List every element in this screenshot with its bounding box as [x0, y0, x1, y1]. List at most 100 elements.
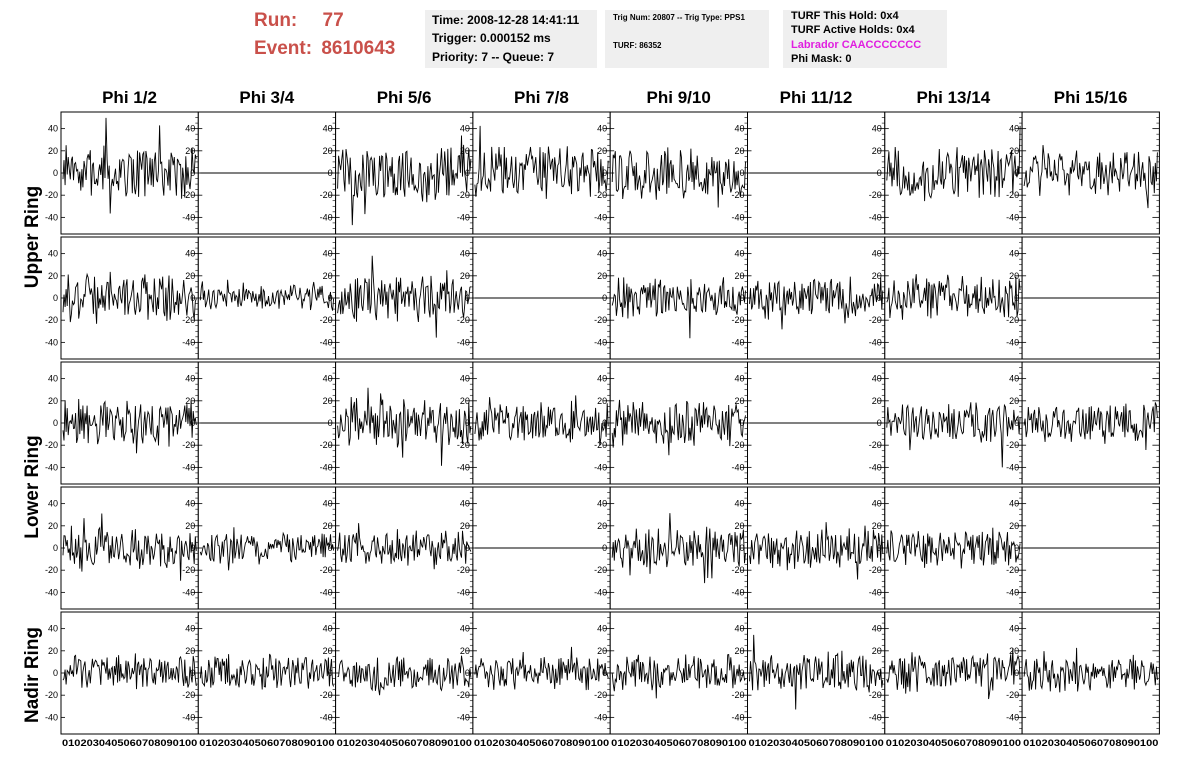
y-tick-label: 20 [734, 646, 744, 656]
y-tick-label: -20 [1006, 565, 1019, 575]
y-tick-label: -20 [594, 315, 607, 325]
y-tick-label: 40 [48, 124, 58, 134]
waveform-trace [1023, 145, 1158, 209]
y-tick-label: -20 [457, 440, 470, 450]
y-tick-label: -20 [182, 315, 195, 325]
waveform-panel: -40 -20 0 20 40 [182, 111, 337, 235]
column-label: Phi 13/14 [916, 88, 991, 107]
y-tick-label: 40 [323, 374, 333, 384]
y-tick-label: -40 [320, 712, 333, 722]
y-tick-label: 20 [872, 396, 882, 406]
y-tick-label: 0 [1014, 543, 1019, 553]
y-tick-label: -40 [1006, 587, 1019, 597]
panel-frame [1021, 111, 1160, 235]
y-tick-label: 0 [190, 668, 195, 678]
waveform-panel: -40 -20 0 20 40 [45, 111, 199, 235]
y-tick-label: 20 [734, 146, 744, 156]
waveform-panel: -40 -20 0 20 40 0102030405060708090100 [45, 611, 199, 749]
y-tick-label: -40 [594, 462, 607, 472]
y-tick-label: -40 [594, 712, 607, 722]
y-tick-label: 0 [1014, 293, 1019, 303]
y-tick-label: 0 [328, 168, 333, 178]
y-tick-label: 20 [48, 646, 58, 656]
waveform-trace [1023, 402, 1158, 451]
y-tick-label: 40 [1009, 249, 1019, 259]
event-line: Event: 8610643 [254, 38, 395, 60]
panel-frame [747, 236, 886, 360]
y-tick-label: -20 [457, 315, 470, 325]
y-tick-label: -40 [869, 212, 882, 222]
y-tick-label: 40 [597, 249, 607, 259]
x-tick-labels: 0102030405060708090100 [886, 738, 1021, 749]
waveform-trace [62, 271, 197, 324]
y-tick-label: -40 [1006, 212, 1019, 222]
waveform-panel: -40 -20 0 20 40 [869, 111, 1023, 235]
panel-frame [884, 486, 1023, 610]
y-tick-label: -40 [869, 462, 882, 472]
y-tick-label: 40 [597, 124, 607, 134]
y-tick-label: 0 [465, 168, 470, 178]
y-tick-label: 20 [185, 646, 195, 656]
turf-text: TURF: 86352 [613, 41, 662, 50]
y-tick-label: -40 [869, 337, 882, 347]
y-tick-label: -40 [869, 587, 882, 597]
y-tick-label: 0 [328, 293, 333, 303]
y-tick-label: -20 [594, 690, 607, 700]
column-label: Phi 1/2 [102, 88, 157, 107]
waveform-trace [886, 648, 1021, 700]
y-tick-label: -20 [869, 440, 882, 450]
y-tick-label: 0 [1014, 668, 1019, 678]
x-tick-labels: 0102030405060708090100 [611, 738, 746, 749]
run-value: 77 [322, 10, 344, 31]
y-tick-label: -40 [457, 462, 470, 472]
y-tick-label: 0 [190, 418, 195, 428]
y-tick-label: 40 [734, 499, 744, 509]
waveform-panel: -40 -20 0 20 40 [45, 486, 199, 610]
y-tick-label: -40 [320, 587, 333, 597]
y-tick-label: 0 [602, 418, 607, 428]
column-label: Phi 9/10 [646, 88, 711, 107]
y-tick-label: 20 [1009, 646, 1019, 656]
y-tick-label: 20 [1009, 521, 1019, 531]
panel-frame [197, 236, 337, 360]
y-tick-label: -40 [320, 462, 333, 472]
y-tick-label: 20 [872, 146, 882, 156]
waveform-panel: -40 -20 0 20 40 [320, 236, 474, 360]
y-tick-label: -20 [182, 565, 195, 575]
x-tick-labels: 0102030405060708090100 [199, 738, 334, 749]
x-tick-labels: 0102030405060708090100 [474, 738, 609, 749]
panel-frame [747, 611, 886, 735]
y-tick-label: 0 [739, 293, 744, 303]
y-tick-label: -20 [45, 565, 58, 575]
y-tick-label: -20 [1006, 190, 1019, 200]
y-tick-label: 0 [190, 293, 195, 303]
y-tick-label: -40 [731, 212, 744, 222]
waveform-trace [199, 653, 335, 690]
y-tick-label: -40 [457, 712, 470, 722]
y-tick-label: 40 [460, 499, 470, 509]
panel-frame [472, 111, 611, 235]
y-tick-label: 20 [597, 271, 607, 281]
y-tick-label: -40 [1006, 462, 1019, 472]
y-tick-label: 40 [460, 249, 470, 259]
column-label: Phi 15/16 [1053, 88, 1128, 107]
y-tick-label: 20 [185, 396, 195, 406]
waveform-panel: -40 -20 0 20 40 [45, 236, 199, 360]
y-tick-label: 0 [328, 418, 333, 428]
waveform-panel: -40 -20 0 20 40 [869, 361, 1023, 485]
y-tick-label: 20 [734, 521, 744, 531]
y-tick-label: -40 [594, 337, 607, 347]
y-tick-label: 40 [872, 249, 882, 259]
waveform-trace [886, 274, 1021, 320]
y-tick-label: 40 [323, 249, 333, 259]
y-tick-label: 40 [734, 624, 744, 634]
y-tick-label: 40 [185, 499, 195, 509]
waveform-panel: -40 -20 0 20 40 [1006, 361, 1160, 485]
y-tick-label: 40 [872, 499, 882, 509]
y-tick-label: 0 [877, 293, 882, 303]
y-tick-label: -40 [320, 212, 333, 222]
y-tick-label: 0 [739, 418, 744, 428]
y-tick-label: 40 [48, 249, 58, 259]
y-tick-label: 40 [1009, 624, 1019, 634]
